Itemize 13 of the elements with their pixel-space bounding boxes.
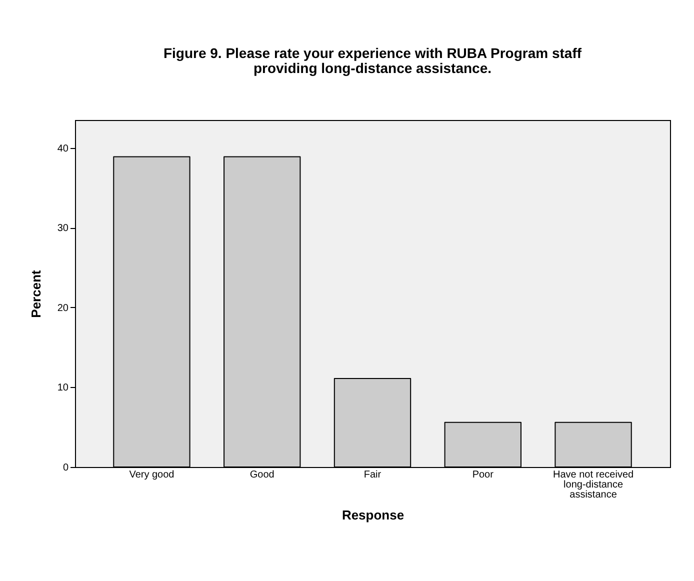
y-tick-label: 10 <box>57 382 69 394</box>
y-axis-title: Percent <box>28 269 44 318</box>
chart-title: Figure 9. Please rate your experience with RUBA Program staff providing long-distance assistance. <box>163 45 582 76</box>
y-tick-label: 0 <box>62 462 69 474</box>
x-tick-label: Have not received long-distance assistance <box>552 470 634 500</box>
x-tick-label: Fair <box>364 470 382 480</box>
y-tick-label: 30 <box>57 223 69 234</box>
x-tick-label: Very good <box>129 470 174 480</box>
x-axis-title: Response <box>342 508 404 522</box>
y-tick-label: 20 <box>57 302 69 314</box>
y-tick-label: 40 <box>57 143 69 154</box>
x-tick-label: Poor <box>472 470 494 480</box>
x-tick-label: Good <box>250 470 274 480</box>
